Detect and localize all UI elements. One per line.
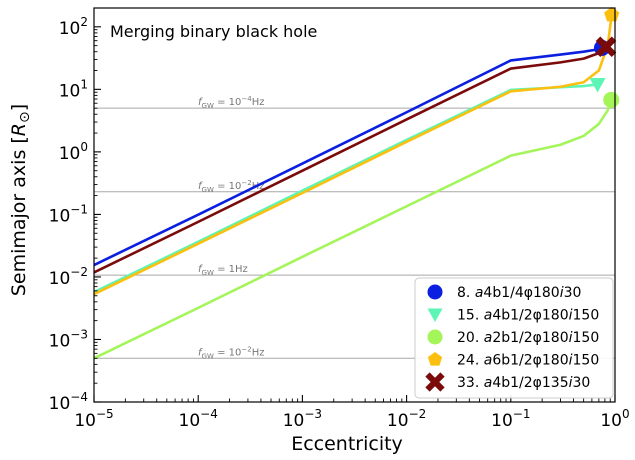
series-line — [93, 45, 607, 274]
chart-title: Merging binary black hole — [110, 22, 317, 41]
x-tick-label: 100 — [600, 407, 629, 431]
legend-label: 24. a6b1/2φ180i150 — [457, 353, 599, 369]
x-tick-label: 10−5 — [74, 407, 113, 431]
series-line — [93, 83, 598, 294]
legend-box — [414, 277, 614, 399]
legend-label: 8. a4b1/4φ180i30 — [457, 285, 581, 301]
y-tick-label: 10−1 — [49, 202, 88, 226]
y-axis-ticks: 10−4 10−3 10−2 10−1 100 101 102 — [49, 7, 101, 414]
series-marker — [604, 6, 620, 22]
series-marker — [427, 308, 443, 322]
plot-frame — [93, 7, 616, 403]
series-marker — [427, 329, 443, 345]
series-marker — [425, 372, 445, 392]
series-marker — [427, 352, 443, 366]
series-marker — [595, 36, 617, 58]
legend-label: 20. a2b1/2φ180i150 — [457, 330, 599, 346]
legend-label: 15. a4b1/2φ180i150 — [457, 308, 599, 324]
x-tick-label: 10−1 — [491, 407, 530, 431]
x-axis-label: Eccentricity — [291, 433, 403, 455]
series-markers — [589, 6, 620, 108]
y-tick-label: 102 — [59, 15, 88, 39]
series-lines — [93, 14, 614, 360]
series-marker — [427, 284, 443, 300]
series-line — [93, 99, 613, 360]
x-tick-label: 10−4 — [179, 407, 218, 431]
series-marker — [589, 78, 606, 93]
y-tick-label: 10−4 — [49, 390, 88, 414]
series-marker — [603, 91, 620, 108]
x-tick-label: 10−3 — [283, 407, 322, 431]
gw-frequency-label: fGW = 1Hz — [198, 264, 248, 277]
series-line — [93, 46, 603, 267]
y-tick-label: 10−3 — [49, 327, 88, 351]
y-axis-label: Semimajor axis [R⊙] — [8, 104, 33, 296]
series-line — [93, 14, 614, 296]
gw-frequency-label: fGW = 10−4Hz — [198, 95, 264, 110]
x-tick-label: 10−2 — [387, 407, 426, 431]
gw-frequency-label: fGW = 10−2Hz — [198, 345, 264, 360]
x-axis-ticks: 10−5 10−4 10−3 10−2 10−1 100 — [74, 395, 630, 431]
y-tick-label: 10−2 — [49, 265, 88, 289]
legend: 8. a4b1/4φ180i30 15. a4b1/2φ180i150 20. a2… — [414, 277, 614, 399]
y-tick-label: 100 — [59, 140, 88, 164]
y-tick-label: 101 — [59, 77, 88, 101]
legend-label: 33. a4b1/2φ135i30 — [457, 375, 590, 391]
